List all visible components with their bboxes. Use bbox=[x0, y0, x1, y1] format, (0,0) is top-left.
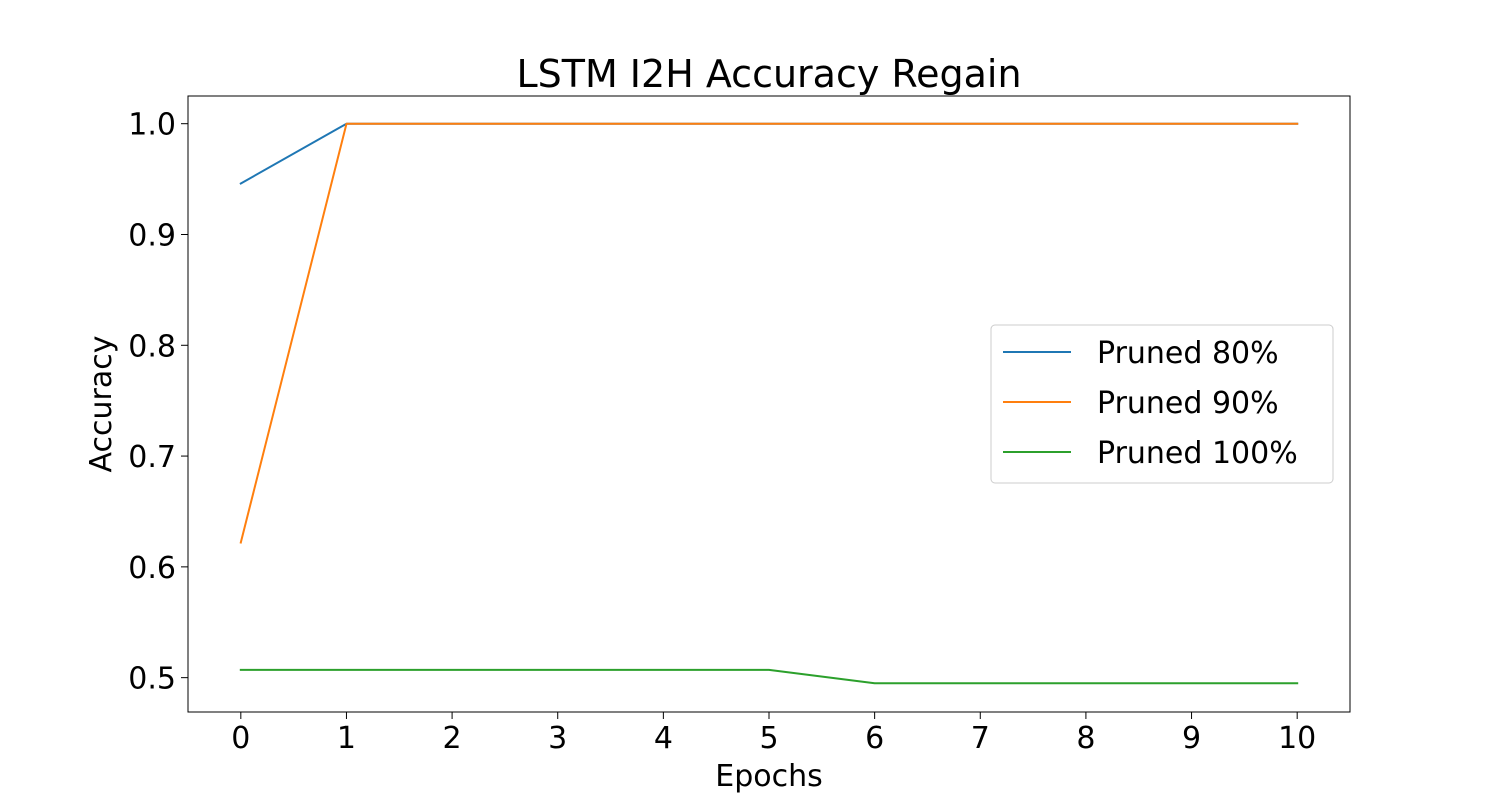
legend-label-3: Pruned 100% bbox=[1097, 436, 1298, 471]
y-tick-label: 0.7 bbox=[128, 440, 176, 475]
x-tick-label: 8 bbox=[1076, 721, 1095, 756]
y-tick-label: 0.8 bbox=[128, 329, 176, 364]
x-tick-label: 9 bbox=[1182, 721, 1201, 756]
legend-label-2: Pruned 90% bbox=[1097, 386, 1279, 421]
y-tick-label: 0.6 bbox=[128, 551, 176, 586]
legend-box bbox=[990, 324, 1334, 484]
y-tick-label: 0.5 bbox=[128, 662, 176, 697]
plot-area: 0 1 2 3 4 5 6 7 8 9 10 0.5 0.6 0.7 0.8 0.9 1.0 bbox=[128, 95, 1351, 756]
x-axis-title: Epochs bbox=[715, 759, 823, 794]
series-line-3 bbox=[239, 668, 1299, 685]
legend-label-1: Pruned 80% bbox=[1097, 336, 1279, 371]
x-tick-label: 4 bbox=[654, 721, 673, 756]
x-tick-label: 7 bbox=[971, 721, 990, 756]
chart-title: LSTM I2H Accuracy Regain bbox=[516, 52, 1021, 96]
y-tick-label: 0.9 bbox=[128, 218, 176, 253]
x-tick-label: 5 bbox=[759, 721, 778, 756]
x-tick-label: 2 bbox=[443, 721, 462, 756]
y-tick-label: 1.0 bbox=[128, 108, 176, 143]
series-line-2 bbox=[239, 122, 1299, 544]
x-tick-label: 1 bbox=[337, 721, 356, 756]
legend: Pruned 80% Pruned 90% Pruned 100% bbox=[990, 324, 1334, 484]
x-tick-label: 10 bbox=[1278, 721, 1316, 756]
y-axis-title: Accuracy bbox=[84, 336, 119, 473]
x-tick-label: 3 bbox=[548, 721, 567, 756]
x-tick-label: 0 bbox=[231, 721, 250, 756]
x-tick-label: 6 bbox=[865, 721, 884, 756]
